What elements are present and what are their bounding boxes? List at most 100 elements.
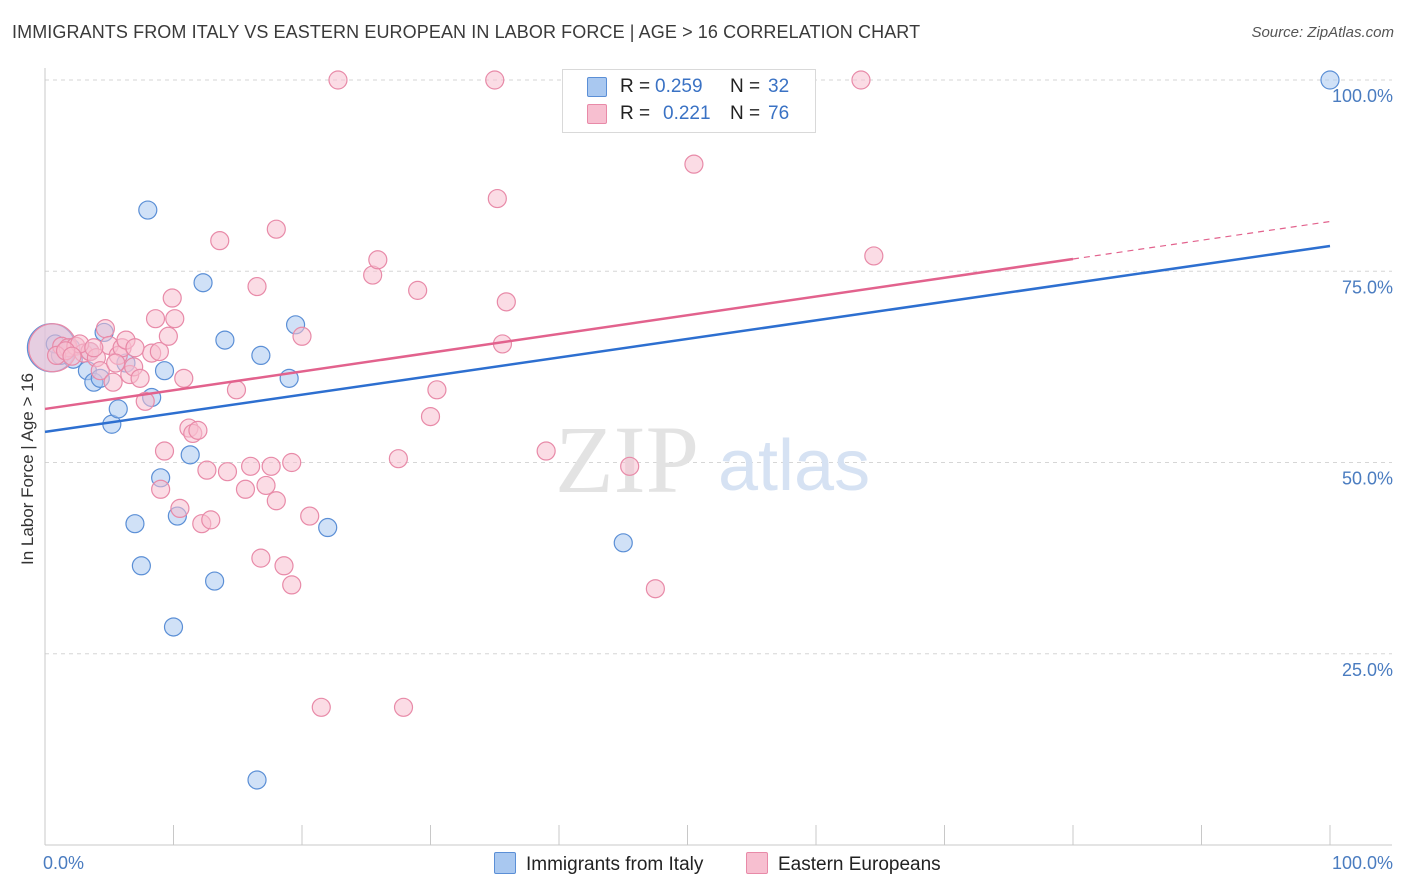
italy-point [125, 514, 145, 534]
eastern-point [408, 280, 428, 300]
eastern-point [487, 188, 507, 209]
legend-r-value: 0.259 [655, 76, 703, 97]
eastern-point [165, 309, 185, 329]
watermark: ZIP atlas [555, 406, 870, 513]
eastern-point [149, 341, 169, 362]
x-tick-label: 0.0% [43, 853, 84, 873]
eastern-point [420, 407, 441, 427]
eastern-point [282, 575, 302, 595]
eastern-point [266, 491, 286, 511]
trend-line-eastern [44, 257, 1074, 411]
eastern-point [235, 479, 256, 499]
y-axis-label: In Labor Force | Age > 16 [18, 372, 37, 565]
eastern-point [261, 456, 281, 476]
eastern-point [62, 346, 82, 366]
eastern-point [292, 326, 312, 346]
eastern-point [162, 288, 182, 308]
legend-r-label: R = [620, 76, 651, 97]
eastern-point [226, 380, 247, 400]
eastern-point [188, 420, 208, 440]
eastern-point [300, 506, 320, 526]
eastern-point [256, 475, 276, 496]
legend-swatch-italy [587, 77, 607, 97]
eastern-point [282, 452, 302, 473]
eastern-point [247, 276, 267, 297]
y-tick-label: 25.0% [1342, 660, 1393, 680]
italy-point [131, 556, 151, 576]
eastern-point [84, 338, 104, 358]
bottom-legend-swatch-italy [494, 852, 516, 874]
trend-line-italy [44, 244, 1331, 434]
italy-point [205, 571, 225, 591]
italy-point [163, 617, 184, 637]
eastern-point [90, 361, 110, 381]
correlation-legend: R = 0.259 N = 32 R = 0.221 N = 76 [562, 69, 816, 133]
eastern-point [241, 456, 261, 476]
bottom-legend-eastern: Eastern Europeans [746, 852, 941, 876]
bottom-legend-label-italy: Immigrants from Italy [526, 854, 704, 875]
eastern-point [154, 441, 175, 461]
italy-point [247, 770, 267, 790]
eastern-point [217, 462, 238, 482]
eastern-point [197, 460, 217, 480]
eastern-point [620, 456, 640, 476]
eastern-point [536, 441, 556, 461]
eastern-point [368, 250, 388, 270]
eastern-point [393, 697, 414, 717]
eastern-point [125, 338, 145, 358]
eastern-point [427, 380, 447, 400]
y-tick-label: 75.0% [1342, 277, 1393, 297]
eastern-point [158, 326, 178, 346]
gridlines [45, 79, 1392, 655]
y-tick-label: 50.0% [1342, 469, 1393, 489]
eastern-point [496, 292, 516, 312]
eastern-point [174, 368, 194, 388]
bottom-legend-swatch-eastern [746, 852, 768, 874]
eastern-point [170, 498, 190, 518]
eastern-point [145, 309, 166, 329]
trend-lines [44, 220, 1331, 434]
italy-point [154, 361, 175, 381]
eastern-point [851, 70, 871, 90]
italy-point [215, 330, 235, 350]
eastern-point [328, 70, 348, 90]
source-label: Source: ZipAtlas.com [1251, 24, 1394, 41]
eastern-point [864, 246, 884, 266]
eastern-point [274, 556, 294, 576]
italy-point [251, 345, 271, 365]
italy-point [1320, 70, 1340, 90]
chart-title: IMMIGRANTS FROM ITALY VS EASTERN EUROPEA… [12, 22, 921, 42]
eastern-point [388, 449, 408, 469]
eastern-point [485, 70, 505, 90]
italy-point [613, 533, 633, 553]
eastern-point [266, 219, 286, 239]
italy-point [138, 200, 158, 220]
eastern-point [251, 548, 271, 568]
bottom-legend-label-eastern: Eastern Europeans [778, 854, 941, 875]
eastern-point [645, 579, 665, 599]
eastern-point [103, 372, 123, 392]
italy-point [108, 399, 128, 419]
eastern-point [311, 697, 331, 717]
italy-point [180, 445, 200, 465]
y-tick-label: 100.0% [1332, 86, 1393, 106]
legend-n-value: 32 [768, 76, 790, 97]
tick-labels: 25.0% 50.0% 75.0% 100.0% 0.0% 100.0% [43, 86, 1393, 873]
eastern-point [151, 479, 171, 499]
eastern-point [106, 353, 126, 373]
x-tick-label: 100.0% [1332, 853, 1393, 873]
legend-n-label: N = [730, 76, 761, 97]
eastern-point [95, 319, 115, 339]
legend-n-value: 76 [768, 103, 790, 124]
eastern-point [130, 368, 150, 388]
bottom-legend-italy: Immigrants from Italy [494, 852, 703, 876]
watermark-atlas: atlas [718, 426, 870, 506]
eastern-point [201, 510, 221, 530]
italy-point [193, 273, 213, 293]
eastern-point [210, 231, 230, 251]
eastern-point [684, 154, 704, 174]
legend-n-label: N = [730, 103, 761, 124]
eastern-point [135, 391, 155, 411]
legend-r-value: 0.221 [663, 103, 711, 124]
